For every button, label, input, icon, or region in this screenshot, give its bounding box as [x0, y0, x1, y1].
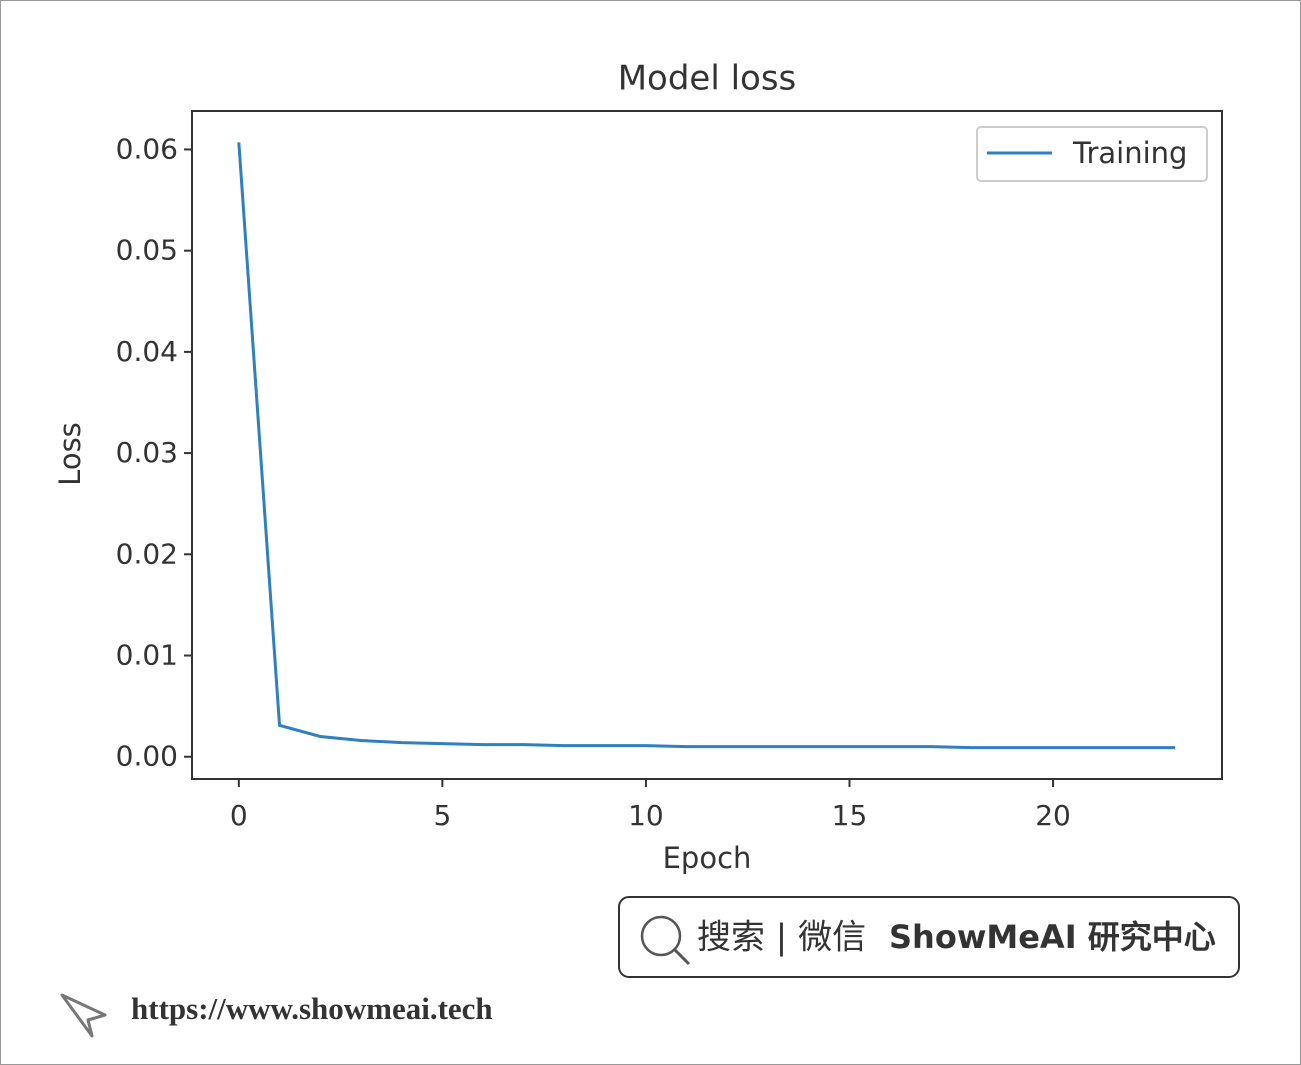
y-tick-label: 0.06 [116, 132, 178, 165]
y-tick-label: 0.00 [116, 740, 178, 773]
legend-label: Training [1072, 136, 1187, 170]
legend-box [976, 126, 1208, 182]
x-tick-label: 15 [832, 799, 868, 832]
cursor-icon [60, 993, 107, 1038]
y-tick-label: 0.04 [116, 335, 178, 368]
y-tick-label: 0.01 [116, 639, 178, 672]
x-tick-label: 20 [1035, 799, 1071, 832]
badge-search: 搜索 | 微信 [697, 918, 866, 958]
search-icon [640, 915, 682, 957]
x-tick-label: 5 [433, 799, 451, 832]
url: https://www.showmeai.tech [131, 991, 493, 1026]
y-tick-label: 0.03 [116, 436, 178, 469]
plot-frame [191, 110, 1223, 780]
search-icon-handle [673, 948, 691, 966]
y-tick-label: 0.05 [116, 234, 178, 267]
x-tick-label: 10 [628, 799, 664, 832]
x-axis-label: Epoch [663, 841, 752, 875]
x-tick-label: 0 [230, 799, 248, 832]
chart-title: Model loss [618, 59, 797, 99]
badge-brand: ShowMeAI 研究中心 [889, 918, 1216, 956]
badge [618, 896, 1240, 978]
y-axis-label: Loss [53, 422, 87, 486]
y-tick-label: 0.02 [116, 537, 178, 570]
loss-line [237, 142, 1176, 750]
